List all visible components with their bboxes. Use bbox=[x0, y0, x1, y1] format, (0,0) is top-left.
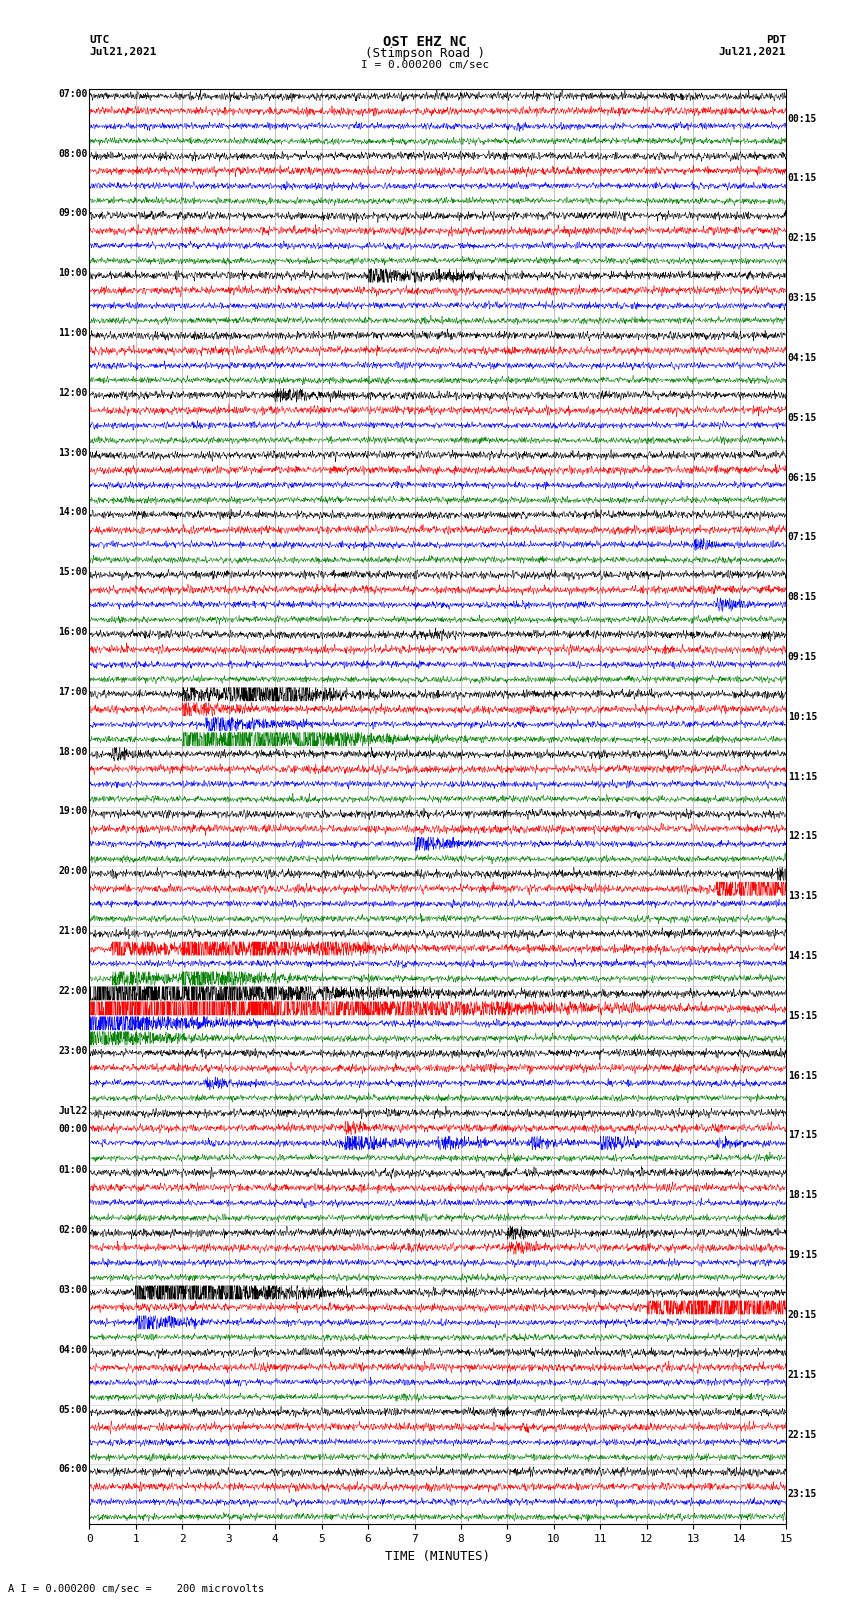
Text: 23:00: 23:00 bbox=[59, 1045, 88, 1057]
Text: 04:15: 04:15 bbox=[788, 353, 817, 363]
Text: 07:15: 07:15 bbox=[788, 532, 817, 542]
Text: 21:15: 21:15 bbox=[788, 1369, 817, 1379]
Text: 12:15: 12:15 bbox=[788, 831, 817, 842]
Text: PDT: PDT bbox=[766, 35, 786, 45]
Text: OST EHZ NC: OST EHZ NC bbox=[383, 35, 467, 50]
Text: 09:15: 09:15 bbox=[788, 652, 817, 661]
Text: 02:15: 02:15 bbox=[788, 234, 817, 244]
Text: 00:00: 00:00 bbox=[59, 1124, 88, 1134]
Text: 03:15: 03:15 bbox=[788, 294, 817, 303]
Text: 16:00: 16:00 bbox=[59, 627, 88, 637]
Text: Jul21,2021: Jul21,2021 bbox=[89, 47, 156, 56]
Text: 06:00: 06:00 bbox=[59, 1465, 88, 1474]
Text: 18:15: 18:15 bbox=[788, 1190, 817, 1200]
Text: 15:00: 15:00 bbox=[59, 568, 88, 577]
Text: 09:00: 09:00 bbox=[59, 208, 88, 218]
Text: 06:15: 06:15 bbox=[788, 473, 817, 482]
Text: 17:00: 17:00 bbox=[59, 687, 88, 697]
Text: 05:15: 05:15 bbox=[788, 413, 817, 423]
Text: 02:00: 02:00 bbox=[59, 1226, 88, 1236]
Text: 19:15: 19:15 bbox=[788, 1250, 817, 1260]
Text: 23:15: 23:15 bbox=[788, 1489, 817, 1500]
Text: 20:00: 20:00 bbox=[59, 866, 88, 876]
Text: 07:00: 07:00 bbox=[59, 89, 88, 98]
Text: I = 0.000200 cm/sec: I = 0.000200 cm/sec bbox=[361, 60, 489, 69]
Text: 22:15: 22:15 bbox=[788, 1429, 817, 1439]
Text: 13:00: 13:00 bbox=[59, 448, 88, 458]
Text: 10:00: 10:00 bbox=[59, 268, 88, 277]
Text: 03:00: 03:00 bbox=[59, 1286, 88, 1295]
Text: 22:00: 22:00 bbox=[59, 986, 88, 995]
Text: (Stimpson Road ): (Stimpson Road ) bbox=[365, 47, 485, 60]
Text: UTC: UTC bbox=[89, 35, 110, 45]
Text: 21:00: 21:00 bbox=[59, 926, 88, 936]
Text: 05:00: 05:00 bbox=[59, 1405, 88, 1415]
Text: 08:00: 08:00 bbox=[59, 148, 88, 158]
Text: 10:15: 10:15 bbox=[788, 711, 817, 721]
Text: 14:00: 14:00 bbox=[59, 508, 88, 518]
Text: 00:15: 00:15 bbox=[788, 113, 817, 124]
Text: 15:15: 15:15 bbox=[788, 1011, 817, 1021]
Text: 20:15: 20:15 bbox=[788, 1310, 817, 1319]
Text: Jul21,2021: Jul21,2021 bbox=[719, 47, 786, 56]
Text: 13:15: 13:15 bbox=[788, 892, 817, 902]
Text: 17:15: 17:15 bbox=[788, 1131, 817, 1140]
Text: 18:00: 18:00 bbox=[59, 747, 88, 756]
Text: 01:00: 01:00 bbox=[59, 1165, 88, 1176]
Text: 01:15: 01:15 bbox=[788, 174, 817, 184]
Text: 11:00: 11:00 bbox=[59, 327, 88, 339]
Text: 11:15: 11:15 bbox=[788, 771, 817, 782]
Text: 04:00: 04:00 bbox=[59, 1345, 88, 1355]
Text: Jul22: Jul22 bbox=[59, 1105, 88, 1116]
Text: 16:15: 16:15 bbox=[788, 1071, 817, 1081]
Text: 12:00: 12:00 bbox=[59, 387, 88, 398]
Text: 08:15: 08:15 bbox=[788, 592, 817, 602]
Text: 19:00: 19:00 bbox=[59, 806, 88, 816]
X-axis label: TIME (MINUTES): TIME (MINUTES) bbox=[385, 1550, 490, 1563]
Text: 14:15: 14:15 bbox=[788, 952, 817, 961]
Text: A I = 0.000200 cm/sec =    200 microvolts: A I = 0.000200 cm/sec = 200 microvolts bbox=[8, 1584, 264, 1594]
